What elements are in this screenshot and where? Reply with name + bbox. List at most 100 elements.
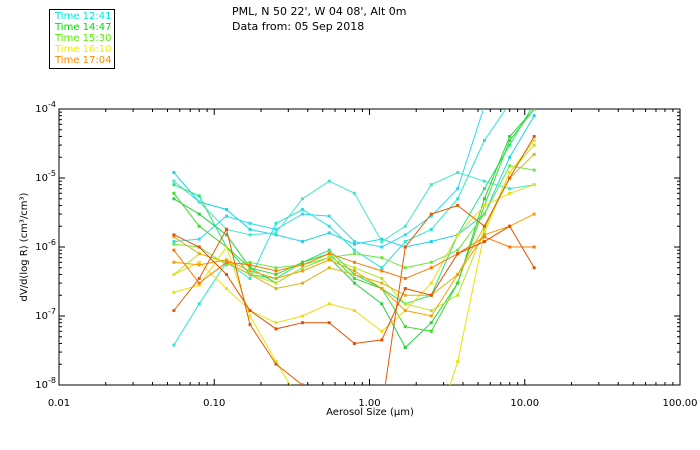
data-point xyxy=(300,383,304,385)
data-point xyxy=(197,283,201,287)
data-point xyxy=(403,287,407,291)
data-point xyxy=(352,281,356,285)
data-point xyxy=(248,266,252,270)
data-point xyxy=(197,302,201,306)
data-point xyxy=(327,252,331,256)
data-point xyxy=(532,245,536,249)
legend-entry-1241: Time 12:41 xyxy=(55,11,112,22)
data-point xyxy=(482,224,486,228)
chart-legend: Time 12:41 Time 14:47 Time 15:30 Time 16… xyxy=(49,9,115,69)
data-point xyxy=(197,245,201,249)
data-point xyxy=(300,260,304,264)
data-point xyxy=(456,248,460,252)
data-point xyxy=(248,314,252,318)
data-point xyxy=(353,425,356,428)
data-point xyxy=(248,269,252,273)
data-point xyxy=(456,233,460,237)
y-tick-label: 10-8 xyxy=(35,376,56,391)
data-point xyxy=(403,345,407,349)
data-point xyxy=(172,191,176,195)
data-point xyxy=(532,109,536,111)
data-point xyxy=(380,432,383,435)
y-axis-label: dV/d(log R) (cm³/cm³) xyxy=(19,192,30,301)
data-point xyxy=(482,197,486,201)
data-point xyxy=(482,227,486,231)
data-point xyxy=(225,287,229,291)
data-point xyxy=(380,338,384,342)
data-point xyxy=(508,155,512,159)
series-line-10 xyxy=(173,140,535,385)
data-point xyxy=(274,272,278,276)
x-tick-label: 10.00 xyxy=(510,398,539,409)
data-point xyxy=(172,183,176,187)
data-point xyxy=(172,235,176,239)
data-point xyxy=(429,309,433,313)
data-point xyxy=(225,263,229,267)
data-point xyxy=(172,309,176,313)
data-point xyxy=(532,183,536,187)
data-point xyxy=(456,359,460,363)
data-point xyxy=(327,256,331,260)
data-point xyxy=(508,138,512,142)
data-point xyxy=(482,187,486,191)
series-line-14 xyxy=(173,136,535,385)
series-line-9 xyxy=(173,144,535,312)
data-point xyxy=(352,272,356,276)
data-point xyxy=(300,281,304,285)
x-tick-label: 1.00 xyxy=(358,398,380,409)
data-point xyxy=(197,263,201,267)
data-point xyxy=(403,302,407,306)
data-point xyxy=(380,245,384,249)
data-point xyxy=(327,231,331,235)
data-point xyxy=(482,233,486,237)
data-point xyxy=(248,221,252,225)
data-point xyxy=(508,245,512,249)
data-point xyxy=(532,212,536,216)
data-point xyxy=(429,329,433,333)
data-point xyxy=(403,293,407,297)
data-point xyxy=(403,309,407,313)
data-point xyxy=(172,272,176,276)
data-point xyxy=(225,207,229,211)
data-point xyxy=(429,183,433,187)
data-point xyxy=(482,231,486,235)
data-point xyxy=(352,309,356,313)
data-point xyxy=(533,87,536,90)
data-point xyxy=(172,179,176,183)
data-point xyxy=(300,212,304,216)
data-point xyxy=(352,248,356,252)
data-point xyxy=(172,233,176,237)
data-point xyxy=(456,272,460,276)
data-point xyxy=(456,197,460,201)
data-point xyxy=(482,138,486,142)
data-point xyxy=(456,293,460,297)
data-point xyxy=(404,440,407,443)
data-point xyxy=(301,404,304,407)
data-point xyxy=(403,325,407,329)
data-point xyxy=(225,272,229,276)
data-point xyxy=(197,194,201,198)
data-point xyxy=(197,200,201,204)
data-point xyxy=(274,231,278,235)
station-location: PML, N 50 22', W 04 08', Alt 0m xyxy=(232,5,407,18)
data-point xyxy=(403,266,407,270)
data-point xyxy=(429,214,433,218)
data-point xyxy=(533,95,536,98)
data-point xyxy=(197,237,201,241)
legend-entry-1530: Time 15:30 xyxy=(55,33,112,44)
data-point xyxy=(300,207,304,211)
data-point xyxy=(403,224,407,228)
series-line-2 xyxy=(173,109,507,346)
data-point xyxy=(225,233,229,237)
data-point xyxy=(352,266,356,270)
data-point xyxy=(352,260,356,264)
data-point xyxy=(300,321,304,325)
data-point xyxy=(197,276,201,280)
y-tick-label: 10-6 xyxy=(35,238,56,253)
data-point xyxy=(429,281,433,285)
data-point xyxy=(403,276,407,280)
data-point xyxy=(327,321,331,325)
data-point xyxy=(225,258,229,262)
legend-entry-1610: Time 16:10 xyxy=(55,44,112,55)
